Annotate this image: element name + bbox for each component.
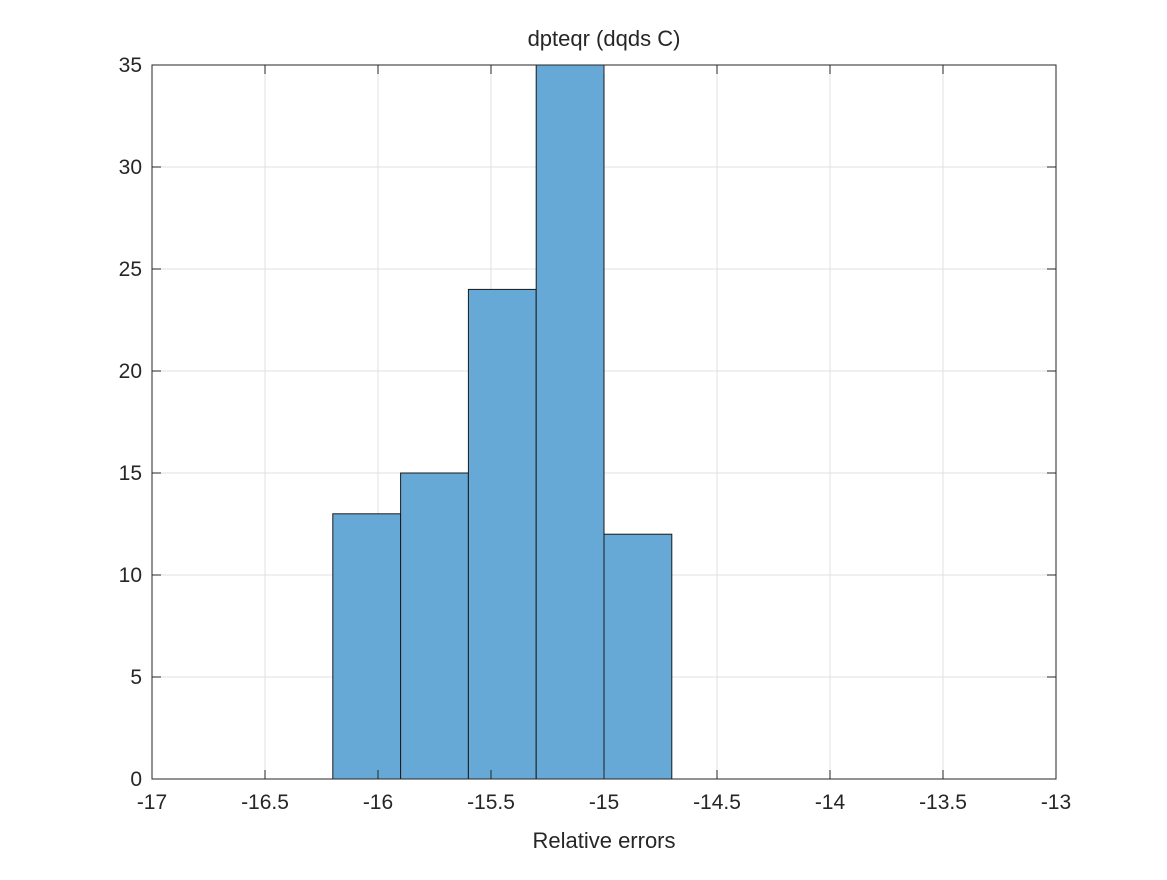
histogram-bar xyxy=(332,513,402,780)
x-tick-label: -14 xyxy=(815,791,846,814)
x-tick-label: -13.5 xyxy=(919,791,967,814)
x-tick-label: -17 xyxy=(137,791,167,814)
y-tick-label: 35 xyxy=(119,54,142,77)
y-tick-label: 20 xyxy=(119,360,142,383)
y-tick-label: 30 xyxy=(119,156,142,179)
y-tick-label: 15 xyxy=(119,462,142,485)
y-tick-label: 10 xyxy=(119,564,142,587)
histogram-bar xyxy=(467,288,537,780)
x-axis-label: Relative errors xyxy=(532,828,675,853)
x-tick-labels: -17 -16.5 -16 -15.5 -15 -14.5 -14 -13.5 -13 xyxy=(137,791,1071,814)
histogram-bar xyxy=(535,64,605,780)
x-tick-label: -16 xyxy=(363,791,393,814)
histogram-bar xyxy=(400,472,469,780)
x-tick-label: -15 xyxy=(589,791,619,814)
axis-ticks xyxy=(151,64,1057,780)
y-tick-label: 5 xyxy=(130,666,142,689)
x-tick-label: -14.5 xyxy=(693,791,741,814)
x-tick-label: -15.5 xyxy=(467,791,515,814)
histogram-bars xyxy=(332,64,673,780)
y-tick-labels: 0 5 10 15 20 25 30 35 xyxy=(119,54,142,791)
histogram-bar xyxy=(603,533,673,780)
x-tick-label: -13 xyxy=(1041,791,1071,814)
y-tick-label: 25 xyxy=(119,258,142,281)
chart-title: dpteqr (dqds C) xyxy=(528,26,681,51)
y-tick-label: 0 xyxy=(130,768,142,791)
x-tick-label: -16.5 xyxy=(241,791,289,814)
